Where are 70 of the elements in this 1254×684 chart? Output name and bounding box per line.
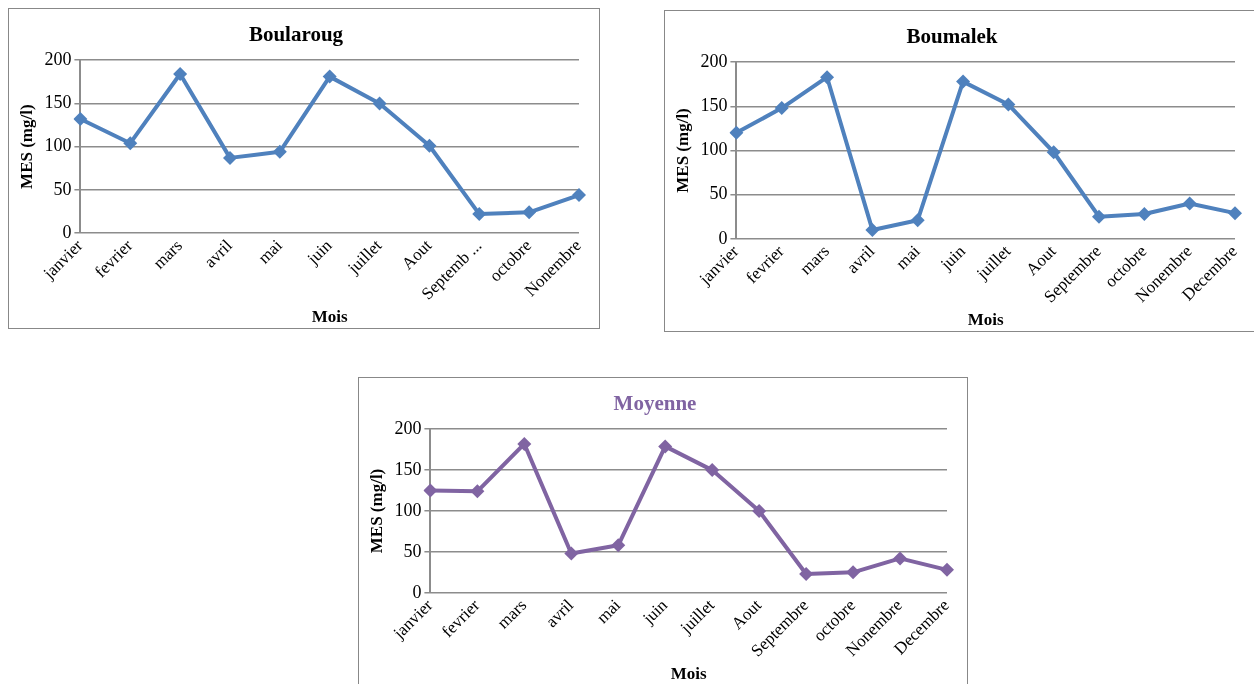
x-tick-label: mars xyxy=(493,595,531,633)
chart-title: Boumalek xyxy=(906,24,998,49)
y-axis-title: MES (mg/l) xyxy=(366,468,386,554)
point xyxy=(1001,97,1016,112)
x-tick-label: mai xyxy=(592,595,625,627)
y-tick-label: 50 xyxy=(403,540,422,561)
point xyxy=(846,565,861,580)
point xyxy=(322,69,337,84)
point xyxy=(272,144,287,159)
x-axis-title: Mois xyxy=(670,664,708,684)
point xyxy=(517,436,532,451)
y-tick-label: 0 xyxy=(412,581,422,602)
point xyxy=(774,101,789,116)
y-tick-label: 150 xyxy=(394,458,422,479)
y-tick-label: 150 xyxy=(44,92,72,113)
y-axis-title: MES (mg/l) xyxy=(672,108,692,193)
point xyxy=(73,111,88,126)
x-tick-label: mai xyxy=(892,241,924,273)
point xyxy=(729,125,744,140)
x-axis-title: Mois xyxy=(967,310,1005,330)
x-tick-label: mars xyxy=(796,241,834,279)
point xyxy=(940,562,954,577)
point xyxy=(173,67,188,82)
y-tick-label: 0 xyxy=(718,227,728,248)
point xyxy=(572,188,586,203)
y-axis-title: MES (mg/l) xyxy=(16,104,36,189)
y-tick-label: 150 xyxy=(700,95,728,116)
y-tick-label: 100 xyxy=(700,139,728,160)
x-tick-label: mai xyxy=(254,235,287,268)
point xyxy=(658,439,673,454)
point xyxy=(1092,209,1107,224)
point xyxy=(705,463,720,478)
point xyxy=(522,205,537,220)
x-tick-label: avril xyxy=(842,241,879,277)
y-tick-label: 200 xyxy=(394,417,422,438)
y-tick-label: 200 xyxy=(700,50,728,71)
x-tick-label: juin xyxy=(638,595,672,629)
point xyxy=(1046,145,1061,160)
point xyxy=(865,222,880,237)
point xyxy=(1137,207,1152,222)
y-tick-label: 100 xyxy=(44,135,72,156)
y-tick-label: 0 xyxy=(62,221,72,242)
x-tick-label: avril xyxy=(541,595,578,631)
point xyxy=(1228,206,1242,221)
point xyxy=(564,546,579,561)
chart-title: Moyenne xyxy=(613,391,697,416)
point xyxy=(422,138,437,153)
x-tick-label: juin xyxy=(936,241,970,275)
point xyxy=(910,213,925,228)
point xyxy=(472,207,487,222)
y-tick-label: 100 xyxy=(394,499,422,520)
point xyxy=(956,74,971,89)
point xyxy=(123,136,138,151)
chart-title: Boularoug xyxy=(248,22,344,47)
point xyxy=(1182,196,1197,211)
point xyxy=(222,150,237,165)
point xyxy=(799,566,814,581)
point xyxy=(611,538,626,553)
point xyxy=(752,503,767,518)
point xyxy=(423,483,438,498)
point xyxy=(470,484,485,499)
x-tick-label: juin xyxy=(302,235,337,269)
x-axis-title: Mois xyxy=(311,307,349,327)
point xyxy=(820,70,835,85)
y-tick-label: 200 xyxy=(44,48,72,69)
x-tick-label: mars xyxy=(149,235,187,273)
y-tick-label: 50 xyxy=(709,183,728,204)
point xyxy=(372,96,387,111)
point xyxy=(893,551,908,566)
y-tick-label: 50 xyxy=(53,178,72,199)
